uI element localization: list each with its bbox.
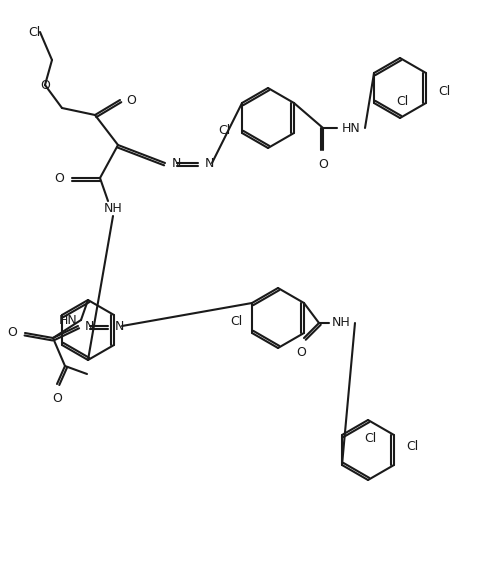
Text: Cl: Cl xyxy=(406,440,418,453)
Text: NH: NH xyxy=(332,316,350,329)
Text: Cl: Cl xyxy=(364,432,376,445)
Text: O: O xyxy=(54,171,64,184)
Text: O: O xyxy=(318,158,328,171)
Text: Cl: Cl xyxy=(396,95,408,108)
Text: O: O xyxy=(7,327,17,340)
Text: Cl: Cl xyxy=(230,315,242,328)
Text: O: O xyxy=(40,79,50,92)
Text: N: N xyxy=(85,320,94,332)
Text: HN: HN xyxy=(341,122,360,134)
Text: O: O xyxy=(52,392,62,405)
Text: HN: HN xyxy=(59,314,78,327)
Text: Cl: Cl xyxy=(218,123,230,137)
Text: Cl: Cl xyxy=(438,85,450,98)
Text: Cl: Cl xyxy=(28,26,40,39)
Text: N: N xyxy=(205,156,214,170)
Text: O: O xyxy=(296,346,306,359)
Text: N: N xyxy=(172,156,181,170)
Text: N: N xyxy=(115,320,124,332)
Text: O: O xyxy=(126,93,136,106)
Text: NH: NH xyxy=(104,201,122,215)
